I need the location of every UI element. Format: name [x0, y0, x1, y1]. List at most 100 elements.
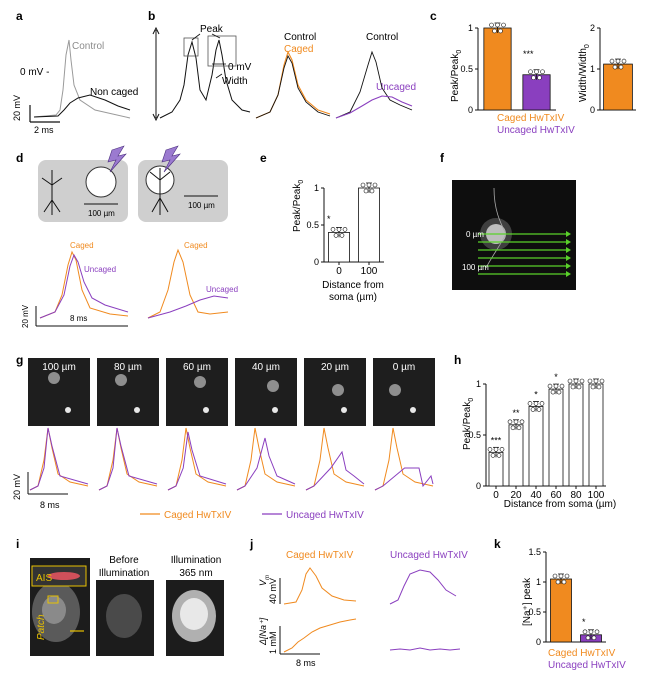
e-star: * [327, 214, 331, 224]
g-tile-spot [389, 384, 401, 396]
h-xtick-label: 40 [530, 490, 542, 501]
h-point [599, 378, 605, 384]
c2-ytick-label: 0 [590, 105, 595, 115]
e-ytick-label: 0 [314, 257, 319, 267]
g-tile-label: 100 µm [42, 362, 76, 373]
c1-point [489, 22, 494, 28]
control-label-2: Control [366, 32, 398, 43]
scale-mv-label: 20 mV [12, 95, 22, 121]
e-xtick-label: 100 [361, 266, 378, 277]
h-point [587, 378, 593, 384]
panel-h: h Peak/Peak0 00.510 20 40 60 80 100******* Di… [454, 353, 616, 510]
d-uncaged-label-1: Uncaged [84, 265, 116, 274]
peak-label: Peak [200, 24, 224, 35]
h-point [536, 407, 542, 412]
g-tile-image [166, 358, 228, 426]
e-point [369, 188, 375, 194]
h-ylabel: Peak/Peak0 [462, 398, 475, 450]
j-ms-label: 8 ms [296, 658, 316, 668]
panel-j: j Caged HwTxIV Uncaged HwTxIV Vm 40 mV Δ… [249, 537, 468, 668]
h-point [550, 389, 556, 395]
c1-star: *** [523, 49, 534, 59]
control-label: Control [72, 41, 104, 52]
c1-point [540, 69, 545, 75]
e-ytick-label: 0.5 [306, 220, 319, 230]
e-point [342, 227, 348, 232]
h-point [516, 425, 522, 431]
c1-ylabel: Peak/Peak0 [450, 50, 463, 102]
g-tile-image [235, 358, 297, 426]
panel-i-label: i [16, 537, 19, 551]
g-scale-ms: 8 ms [40, 500, 60, 510]
panel-e: e Peak/Peak0 0 0.5 1 0 100 * Distance from s… [260, 151, 384, 303]
k-point [591, 635, 597, 641]
j-na-label: Δ[Na⁺] [258, 617, 268, 646]
ais-label: AIS [36, 573, 52, 584]
g-tile-spot [194, 376, 206, 388]
h-point [579, 378, 585, 384]
panel-a: a 0 mV - Control Non caged 20 mV 2 ms [12, 9, 138, 135]
g-tile-spot [332, 384, 344, 396]
d-caged-label-1: Caged [70, 241, 94, 250]
h-point [490, 453, 496, 458]
j-caged-title: Caged HwTxIV [286, 550, 354, 561]
k-point [564, 573, 570, 579]
h-point [519, 419, 525, 425]
c1-point [537, 75, 542, 81]
g-tile-spot [115, 374, 127, 386]
k-point [558, 573, 564, 579]
e-point [333, 233, 339, 238]
k-point [594, 629, 600, 635]
g-trace-uncaged [305, 450, 365, 491]
illum-label-1: Illumination [171, 555, 222, 566]
g-tile-soma [410, 407, 416, 413]
c-legend-uncaged: Uncaged HwTxIV [497, 125, 575, 136]
g-tile-soma [272, 407, 278, 413]
h-point [507, 419, 513, 425]
h-xtick-label: 80 [570, 490, 582, 501]
d-scale-mv: 20 mV [21, 304, 30, 328]
h-point [596, 384, 602, 390]
e-ytick-label: 1 [314, 183, 319, 193]
g-tile-soma [134, 407, 140, 413]
h-point [576, 384, 582, 390]
h-point [556, 389, 562, 395]
laser-spot-1 [85, 166, 117, 198]
g-tile-image [373, 358, 435, 426]
h-point [513, 419, 519, 425]
f-dist0: 0 µm [466, 230, 484, 239]
k-ytick-label: 0 [536, 637, 541, 647]
illumination-lines [478, 233, 566, 275]
g-tile-image [97, 358, 159, 426]
k-point [588, 629, 594, 635]
e-point [336, 227, 342, 232]
h-point [547, 383, 553, 389]
g-trace-uncaged [98, 427, 158, 491]
c1-point [531, 75, 536, 81]
h-point [559, 383, 565, 389]
k-legend-caged: Caged HwTxIV [548, 648, 616, 659]
d-scale-ms: 8 ms [70, 314, 87, 323]
h-point [499, 447, 505, 452]
panel-f-label: f [440, 151, 445, 165]
h-star: *** [491, 435, 502, 445]
h-point [530, 407, 536, 412]
c2-point [615, 58, 621, 64]
scale-ms-label: 2 ms [34, 125, 54, 135]
g-trace-caged [167, 427, 227, 491]
non-caged-label: Non caged [90, 87, 138, 98]
h-point [590, 384, 596, 390]
c2-bar [603, 63, 633, 111]
h-point [527, 401, 533, 406]
c2-point [609, 58, 615, 64]
non-caged-trace [33, 94, 131, 118]
illum-label-2: 365 nm [179, 568, 212, 579]
g-tile-spot [48, 372, 60, 384]
g-tile-label: 60 µm [183, 362, 211, 373]
h-bar [568, 383, 584, 487]
c1-ytick-label: 0.5 [460, 64, 473, 74]
caged-label: Caged [284, 44, 313, 55]
h-xtick-label: 20 [510, 490, 522, 501]
panel-k-label: k [494, 537, 501, 551]
g-trace-caged [236, 427, 296, 491]
